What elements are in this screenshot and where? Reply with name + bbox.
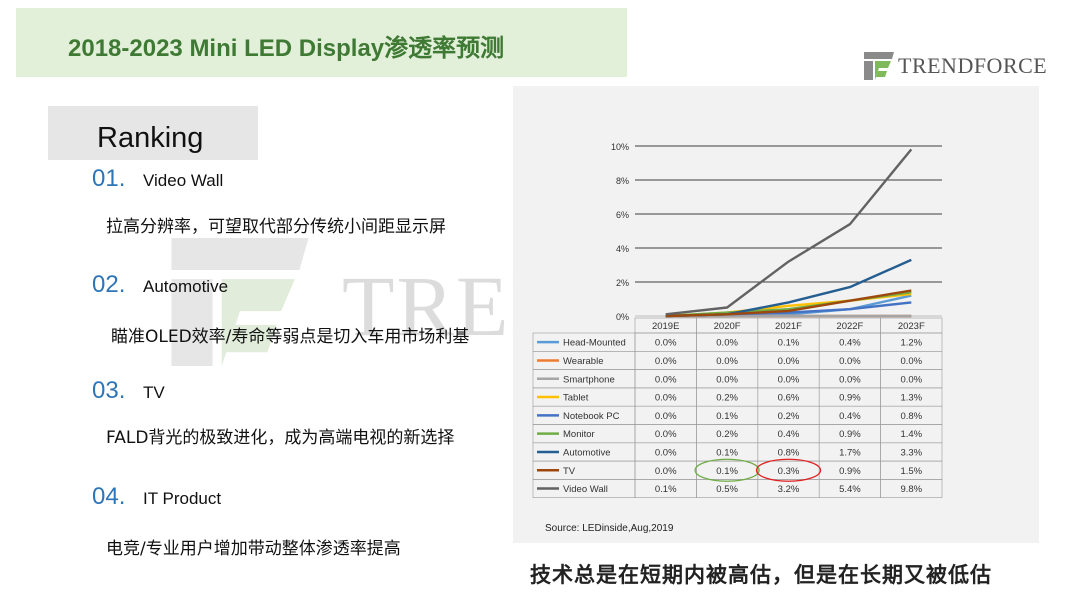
data-label: 0.9% xyxy=(839,393,861,404)
ranking-number: 01. xyxy=(92,165,126,192)
data-label: 0.0% xyxy=(655,356,677,367)
data-label: 3.3% xyxy=(900,447,922,458)
ranking-name: Automotive xyxy=(143,277,229,296)
data-label: 0.5% xyxy=(716,484,738,495)
highlight-circle xyxy=(755,458,822,482)
brand-name: TRENDFORCE xyxy=(898,53,1048,78)
legend-label: Monitor xyxy=(563,429,595,440)
data-label: 3.2% xyxy=(778,484,800,495)
data-label: 0.1% xyxy=(716,411,738,422)
data-label: 1.3% xyxy=(900,393,922,404)
x-tick-label: 2023F xyxy=(898,321,925,332)
data-label: 0.0% xyxy=(655,466,677,477)
data-label: 0.0% xyxy=(655,429,677,440)
ranking-name: Video Wall xyxy=(143,171,224,190)
ranking-desc-1: 拉高分辨率，可望取代部分传统小间距显示屏 xyxy=(106,217,446,237)
data-label: 0.0% xyxy=(716,374,738,385)
data-label: 0.4% xyxy=(839,411,861,422)
data-label: 9.8% xyxy=(900,484,922,495)
data-label: 0.0% xyxy=(655,447,677,458)
data-label: 0.0% xyxy=(778,374,800,385)
legend-label: Head-Mounted xyxy=(563,338,626,349)
legend-label: Notebook PC xyxy=(563,411,620,422)
ranking-label: Ranking xyxy=(97,122,204,154)
data-label: 1.4% xyxy=(900,429,922,440)
data-label: 0.4% xyxy=(839,338,861,349)
data-label: 0.0% xyxy=(655,411,677,422)
y-tick-label: 6% xyxy=(616,210,629,220)
data-label: 1.2% xyxy=(900,338,922,349)
data-label: 0.0% xyxy=(655,338,677,349)
ranking-name: IT Product xyxy=(143,489,222,508)
trendforce-logo-icon xyxy=(864,52,894,80)
data-label: 0.8% xyxy=(900,411,922,422)
data-label: 0.2% xyxy=(716,393,738,404)
y-tick-label: 0% xyxy=(616,312,629,322)
data-label: 0.1% xyxy=(716,447,738,458)
y-tick-label: 8% xyxy=(616,176,629,186)
legend-label: Wearable xyxy=(563,356,604,367)
data-label: 0.8% xyxy=(778,447,800,458)
legend-label: Automotive xyxy=(563,447,611,458)
ranking-desc-3: FALD背光的极致进化，成为高端电视的新选择 xyxy=(106,428,455,448)
data-label: 0.2% xyxy=(778,411,800,422)
data-label: 0.0% xyxy=(839,374,861,385)
legend-label: TV xyxy=(563,466,576,477)
chart-panel: 0% 2% 4% 6% 8% 10% 2019E 2020F 2021F 2022F 2023F He… xyxy=(513,86,1039,543)
x-tick-label: 2019E xyxy=(652,321,679,332)
series-line xyxy=(665,148,913,316)
x-tick-label: 2020F xyxy=(714,321,741,332)
x-tick-label: 2022F xyxy=(836,321,863,332)
ranking-label-box: Ranking xyxy=(48,106,258,160)
footer-quote: 技术总是在短期内被高估，但是在长期又被低估 xyxy=(530,563,992,587)
y-tick-label: 2% xyxy=(616,278,629,288)
data-label: 0.0% xyxy=(900,356,922,367)
ranking-number: 03. xyxy=(92,377,126,404)
legend-label: Video Wall xyxy=(563,484,608,495)
series-line xyxy=(665,289,912,318)
legend-label: Tablet xyxy=(563,393,589,404)
x-tick-label: 2021F xyxy=(775,321,802,332)
ranking-desc-2: 瞄准OLED效率/寿命等弱点是切入车用市场利基 xyxy=(111,327,470,347)
legend-label: Smartphone xyxy=(563,374,615,385)
data-label: 0.9% xyxy=(839,466,861,477)
data-label: 0.6% xyxy=(778,393,800,404)
data-label: 5.4% xyxy=(839,484,861,495)
table-cell xyxy=(880,479,943,498)
data-label: 0.9% xyxy=(839,429,861,440)
data-label: 0.2% xyxy=(716,429,738,440)
ranking-number: 04. xyxy=(92,483,126,510)
y-tick-label: 10% xyxy=(611,142,629,152)
title-banner: 2018-2023 Mini LED Display渗透率预测 xyxy=(16,8,627,77)
data-label: 0.0% xyxy=(655,374,677,385)
brand-logo: TRENDFORCE xyxy=(864,52,1047,80)
data-label: 0.4% xyxy=(778,429,800,440)
data-label: 0.0% xyxy=(655,393,677,404)
data-label: 0.0% xyxy=(716,338,738,349)
data-label: 0.1% xyxy=(778,338,800,349)
data-label: 0.1% xyxy=(716,466,738,477)
ranking-desc-4: 电竞/专业用户增加带动整体渗透率提高 xyxy=(106,539,401,559)
highlight-circle xyxy=(694,458,760,482)
data-label: 1.5% xyxy=(900,466,922,477)
data-label: 1.7% xyxy=(839,447,861,458)
penetration-chart: 0% 2% 4% 6% 8% 10% 2019E 2020F 2021F 2022F 2023F He… xyxy=(532,142,943,498)
ranking-name: TV xyxy=(143,383,165,402)
ranking-number: 02. xyxy=(92,271,126,298)
data-label: 0.1% xyxy=(655,484,677,495)
data-label: 0.0% xyxy=(900,374,922,385)
chart-source: Source: LEDinside,Aug,2019 xyxy=(545,523,674,534)
data-label: 0.3% xyxy=(778,466,800,477)
y-tick-label: 4% xyxy=(616,244,629,254)
data-label: 0.0% xyxy=(716,356,738,367)
data-label: 0.0% xyxy=(778,356,800,367)
page-title: 2018-2023 Mini LED Display渗透率预测 xyxy=(68,35,505,62)
data-label: 0.0% xyxy=(839,356,861,367)
